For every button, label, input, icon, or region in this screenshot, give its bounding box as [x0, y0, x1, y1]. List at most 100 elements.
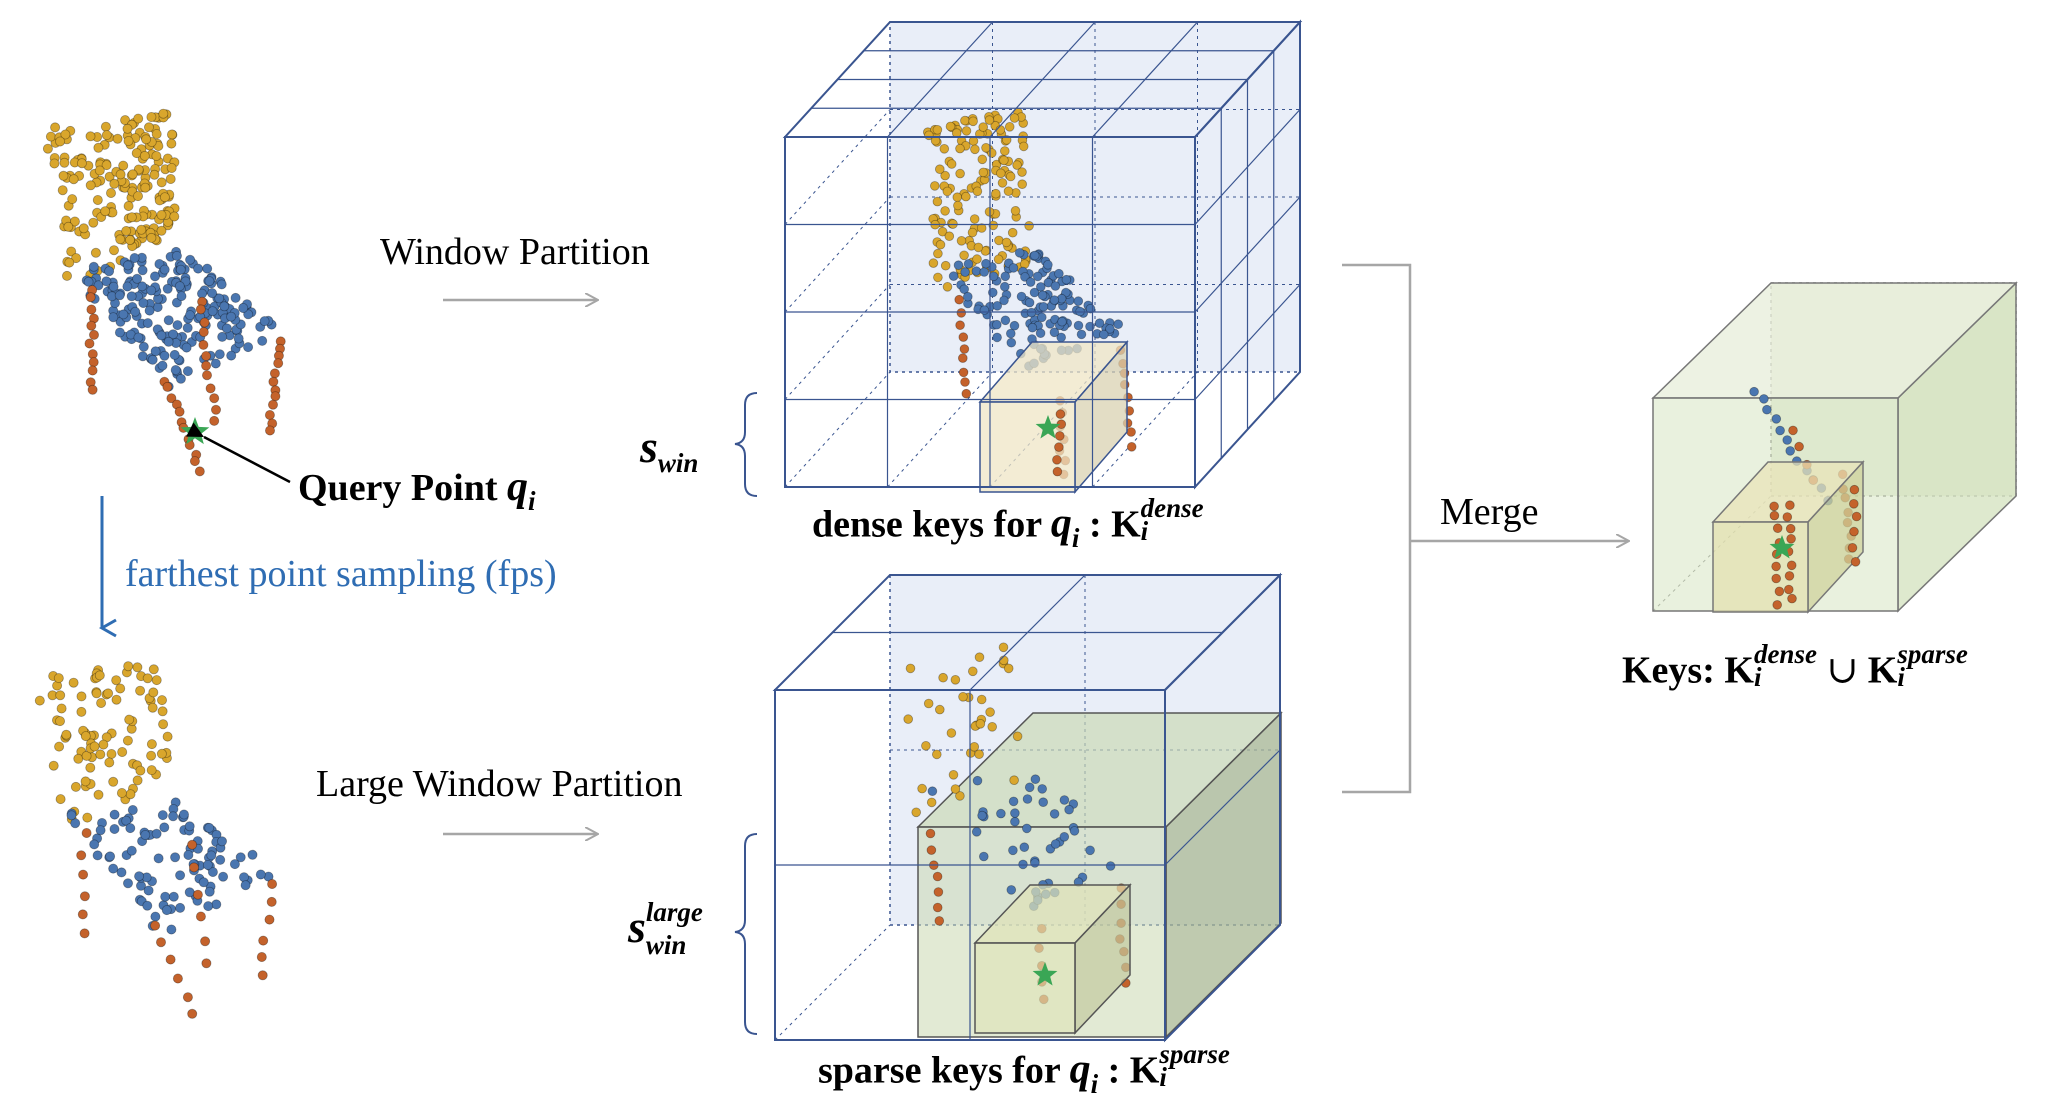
- point: [1076, 329, 1087, 340]
- grid-line: [784, 371, 891, 488]
- point: [161, 905, 172, 916]
- point: [198, 877, 209, 888]
- point: [953, 200, 963, 211]
- point: [87, 384, 98, 395]
- point: [115, 234, 126, 245]
- point: [1010, 206, 1021, 216]
- point: [136, 224, 147, 235]
- point: [68, 174, 79, 185]
- point: [933, 248, 943, 259]
- point: [229, 859, 240, 870]
- point: [146, 232, 157, 243]
- point: [123, 661, 134, 672]
- point: [1850, 556, 1861, 567]
- point: [1038, 301, 1049, 312]
- point: [975, 718, 986, 729]
- point: [256, 952, 267, 963]
- point: [1017, 179, 1027, 190]
- point: [1030, 774, 1041, 784]
- point: [122, 281, 133, 292]
- point: [226, 350, 237, 361]
- point: [1794, 441, 1804, 452]
- point: [1050, 839, 1061, 849]
- point: [1009, 775, 1019, 785]
- point: [111, 694, 122, 705]
- point: [207, 867, 218, 878]
- point: [104, 171, 115, 182]
- point: [1849, 526, 1859, 537]
- point: [76, 850, 87, 861]
- point: [184, 821, 195, 832]
- point: [171, 250, 182, 261]
- s-large-symbol: s: [628, 901, 646, 952]
- point: [1057, 316, 1067, 327]
- point: [156, 209, 167, 220]
- point: [156, 748, 167, 759]
- point: [130, 306, 141, 317]
- point: [945, 121, 956, 132]
- point: [974, 652, 985, 662]
- point: [1030, 858, 1040, 868]
- point: [98, 739, 109, 750]
- point: [1054, 268, 1064, 279]
- point: [120, 115, 131, 126]
- point: [926, 797, 937, 808]
- point: [137, 351, 148, 362]
- point: [211, 899, 222, 910]
- point: [95, 825, 106, 836]
- point: [1024, 297, 1035, 308]
- point: [959, 284, 969, 295]
- point: [1771, 561, 1781, 572]
- point: [207, 288, 218, 299]
- point: [992, 332, 1002, 343]
- point: [1030, 250, 1040, 261]
- point: [121, 815, 132, 826]
- point: [109, 178, 120, 189]
- point: [60, 129, 71, 140]
- point: [81, 828, 92, 839]
- point: [86, 304, 97, 315]
- point: [163, 315, 174, 326]
- point: [85, 180, 96, 191]
- point: [86, 320, 97, 331]
- point: [1009, 320, 1020, 331]
- point: [100, 206, 111, 217]
- point: [940, 170, 950, 181]
- point: [974, 749, 984, 759]
- point: [150, 346, 161, 357]
- point: [169, 349, 180, 360]
- sparse-q-symbol: q: [1069, 1046, 1091, 1093]
- point: [203, 901, 214, 912]
- point: [69, 216, 80, 227]
- point: [150, 920, 161, 931]
- point: [198, 326, 209, 337]
- point: [101, 276, 112, 287]
- point: [108, 863, 119, 874]
- point: [998, 655, 1009, 666]
- point: [153, 853, 164, 864]
- point: [158, 108, 169, 119]
- point: [149, 271, 160, 282]
- point: [971, 266, 982, 276]
- point: [116, 867, 127, 878]
- point: [112, 133, 123, 144]
- point: [109, 824, 120, 835]
- point: [70, 818, 81, 829]
- point: [95, 749, 106, 760]
- point: [202, 263, 213, 274]
- point: [956, 308, 967, 318]
- point: [999, 146, 1010, 156]
- point: [954, 294, 964, 305]
- point: [181, 342, 192, 353]
- point: [84, 338, 95, 349]
- point: [141, 134, 152, 145]
- point: [205, 383, 216, 394]
- point: [91, 688, 102, 699]
- point: [1008, 263, 1019, 273]
- point: [969, 741, 980, 752]
- point: [1005, 328, 1016, 339]
- point: [80, 731, 91, 742]
- point: [55, 716, 66, 727]
- point: [955, 143, 965, 154]
